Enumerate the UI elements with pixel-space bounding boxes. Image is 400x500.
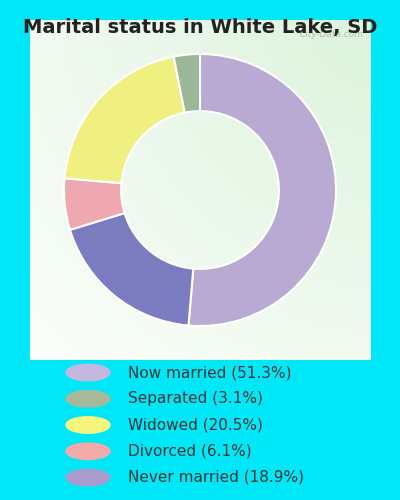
Text: Divorced (6.1%): Divorced (6.1%) (128, 444, 252, 459)
Wedge shape (64, 178, 124, 230)
Wedge shape (188, 54, 336, 326)
Text: Now married (51.3%): Now married (51.3%) (128, 365, 292, 380)
Wedge shape (70, 213, 193, 326)
Text: Separated (3.1%): Separated (3.1%) (128, 391, 263, 406)
Circle shape (66, 364, 110, 381)
Text: Widowed (20.5%): Widowed (20.5%) (128, 418, 263, 432)
Circle shape (66, 390, 110, 407)
Wedge shape (64, 56, 185, 183)
Circle shape (66, 443, 110, 460)
Circle shape (66, 417, 110, 433)
Text: Never married (18.9%): Never married (18.9%) (128, 470, 304, 485)
Circle shape (66, 469, 110, 486)
Wedge shape (174, 54, 200, 112)
Text: Marital status in White Lake, SD: Marital status in White Lake, SD (23, 18, 377, 36)
Text: City-Data.com: City-Data.com (299, 30, 363, 39)
